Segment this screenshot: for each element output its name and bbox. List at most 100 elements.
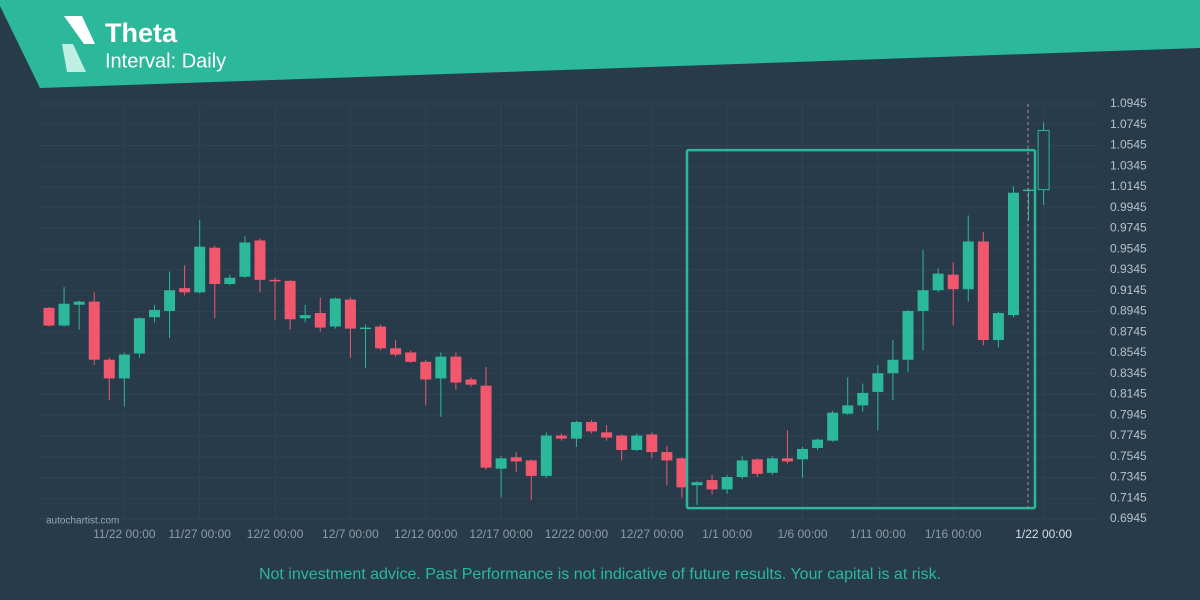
plot <box>43 122 1050 510</box>
y-tick-label: 0.8145 <box>1110 387 1147 401</box>
candle-body <box>962 241 974 290</box>
y-tick-label: 0.7745 <box>1110 428 1147 442</box>
candle-body <box>902 310 914 360</box>
candle-body <box>299 315 311 319</box>
candle-body <box>254 240 266 280</box>
candle-body <box>314 313 326 328</box>
candle-body <box>992 313 1004 341</box>
candle-body <box>646 434 658 453</box>
candle-body <box>43 307 55 326</box>
candle-body <box>555 435 567 439</box>
candle-body <box>857 392 869 406</box>
y-tick-label: 1.0345 <box>1110 158 1147 172</box>
candle-body <box>917 290 929 311</box>
candle-body <box>1037 129 1050 191</box>
y-tick-label: 0.7145 <box>1110 490 1147 504</box>
candle-body <box>691 482 703 486</box>
candle-body <box>103 359 115 379</box>
candle-body <box>827 412 839 441</box>
candle-body <box>194 246 206 293</box>
candle-body <box>586 421 598 432</box>
chart-subtitle: Interval: Daily <box>105 50 226 72</box>
x-tick-label: 1/6 00:00 <box>777 527 827 541</box>
candle-body <box>751 459 763 474</box>
candle-body <box>766 458 778 473</box>
y-tick-label: 0.9145 <box>1110 283 1147 297</box>
x-tick-label: 12/2 00:00 <box>247 527 304 541</box>
candle-body <box>812 439 824 448</box>
candle-body <box>375 326 387 349</box>
candle-body <box>450 356 462 383</box>
y-tick-label: 0.7345 <box>1110 470 1147 484</box>
y-tick-label: 1.0145 <box>1110 179 1147 193</box>
candle-body <box>224 277 236 285</box>
x-tick-label: 1/22 00:00 <box>1015 527 1072 541</box>
candle-body <box>781 458 793 462</box>
candle-body <box>676 458 688 488</box>
candle-body <box>887 359 899 374</box>
candle-body <box>842 405 854 414</box>
y-tick-label: 0.9745 <box>1110 221 1147 235</box>
candle-body <box>721 476 733 490</box>
watermark: autochartist.com <box>46 516 119 527</box>
candle-body <box>977 241 989 341</box>
x-tick-label: 12/17 00:00 <box>469 527 533 541</box>
candle-body <box>329 298 341 327</box>
y-tick-label: 0.7545 <box>1110 449 1147 463</box>
candle-body <box>179 288 191 293</box>
candle-body <box>133 318 145 354</box>
y-tick-label: 0.7945 <box>1110 407 1147 421</box>
candle-body <box>148 309 160 318</box>
candle-body <box>284 280 296 320</box>
x-tick-label: 12/12 00:00 <box>394 527 458 541</box>
y-tick-label: 0.9945 <box>1110 200 1147 214</box>
x-tick-label: 12/27 00:00 <box>620 527 684 541</box>
y-tick-label: 0.6945 <box>1110 511 1147 525</box>
x-tick-label: 12/22 00:00 <box>545 527 609 541</box>
chart-title: Theta <box>105 18 178 48</box>
candle-body <box>390 348 402 355</box>
x-tick-label: 1/16 00:00 <box>925 527 982 541</box>
candle-body <box>164 290 176 311</box>
x-tick-label: 1/11 00:00 <box>850 527 906 541</box>
candle-body <box>736 460 748 477</box>
y-tick-label: 0.9345 <box>1110 262 1147 276</box>
y-tick-label: 1.0945 <box>1110 96 1147 110</box>
x-tick-label: 11/27 00:00 <box>168 527 231 541</box>
candle-body <box>570 421 582 439</box>
candle-body <box>616 435 628 451</box>
candle-body <box>661 452 673 461</box>
y-tick-label: 0.8545 <box>1110 345 1147 359</box>
header-banner <box>0 0 1200 88</box>
candle-body <box>118 354 130 379</box>
candle-body <box>495 458 507 469</box>
candle-body <box>58 303 70 326</box>
x-tick-label: 11/22 00:00 <box>93 527 156 541</box>
candle-body <box>209 247 221 285</box>
candle-body <box>465 379 477 385</box>
candle-body <box>1023 189 1035 192</box>
candle-body <box>947 274 959 290</box>
y-tick-label: 0.8945 <box>1110 304 1147 318</box>
y-tick-label: 1.0545 <box>1110 138 1147 152</box>
candle-body <box>797 448 808 460</box>
candle-body <box>73 301 85 305</box>
grid <box>40 103 1100 520</box>
candle-body <box>435 356 447 379</box>
candle-body <box>932 273 944 291</box>
candle-body <box>631 435 643 451</box>
candle-body <box>525 460 537 476</box>
y-tick-label: 0.9545 <box>1110 241 1147 255</box>
y-tick-label: 0.8745 <box>1110 324 1147 338</box>
candle-body <box>88 301 100 360</box>
logo <box>62 44 86 72</box>
candle-body <box>601 432 613 438</box>
candle-body <box>480 385 492 468</box>
candle-body <box>420 361 432 380</box>
candle-body <box>344 299 356 329</box>
candle-body <box>269 279 281 282</box>
logo <box>64 16 95 44</box>
